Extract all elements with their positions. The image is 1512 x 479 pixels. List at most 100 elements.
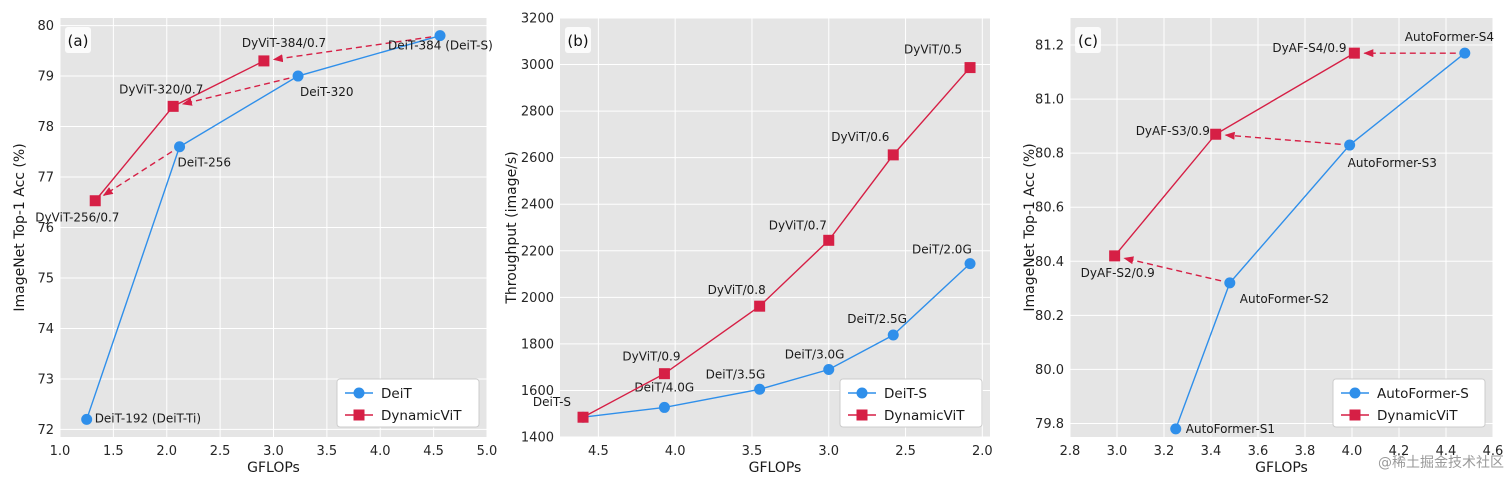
y-tick-label: 2000 <box>521 291 554 306</box>
x-tick-label: 4.5 <box>588 444 609 459</box>
data-label: DyViT-256/0.7 <box>35 211 119 225</box>
legend-entry: AutoFormer-S <box>1377 386 1469 402</box>
panel-tag-bg <box>565 27 591 53</box>
legend-entry: DeiT-S <box>884 386 927 402</box>
x-tick-label: 1.0 <box>50 444 71 459</box>
data-point <box>658 368 670 380</box>
legend-entry: DeiT <box>381 386 412 402</box>
y-tick-label: 77 <box>37 171 54 186</box>
y-axis-label: ImageNet Top-1 Acc (%) <box>1022 143 1038 311</box>
x-tick-label: 4.4 <box>1436 444 1457 459</box>
data-point <box>823 234 835 246</box>
x-tick-label: 3.5 <box>742 444 763 459</box>
y-tick-label: 1800 <box>521 337 554 352</box>
x-tick-label: 2.8 <box>1060 444 1081 459</box>
y-tick-label: 2600 <box>521 151 554 166</box>
y-tick-label: 80.2 <box>1035 309 1064 324</box>
data-label: DyAF-S3/0.9 <box>1136 124 1210 138</box>
y-tick-label: 3000 <box>521 58 554 73</box>
x-axis-label: GFLOPs <box>749 460 802 476</box>
data-label: DyViT/0.9 <box>622 350 680 364</box>
y-tick-label: 80.8 <box>1035 147 1064 162</box>
data-label: DyViT/0.6 <box>831 130 889 144</box>
dashed-arrow <box>102 150 173 196</box>
x-tick-label: 2.5 <box>895 444 916 459</box>
x-tick-label: 4.0 <box>1342 444 1363 459</box>
data-label: DeiT/3.0G <box>785 347 845 361</box>
x-tick-label: 4.2 <box>1389 444 1410 459</box>
data-label: DeiT/2.0G <box>912 243 972 257</box>
chart-panel-3: 2.8 3.0 3.2 3.4 3.6 3.8 4.0 4.2 4.4 4.6 79.8 80.0 80… <box>1022 18 1503 476</box>
data-point <box>1344 139 1356 151</box>
x-tick-label: 3.0 <box>1107 444 1128 459</box>
x-tick-label: 3.2 <box>1154 444 1175 459</box>
x-tick-label: 4.0 <box>370 444 391 459</box>
x-tick-label: 5.0 <box>477 444 498 459</box>
y-tick-label: 2800 <box>521 105 554 120</box>
x-tick-label: 2.0 <box>156 444 177 459</box>
data-point <box>1348 47 1360 59</box>
data-label: AutoFormer-S3 <box>1348 156 1437 170</box>
data-point <box>754 383 766 395</box>
x-tick-label: 3.0 <box>263 444 284 459</box>
y-tick-label: 80.0 <box>1035 363 1064 378</box>
y-tick-label: 79 <box>37 70 54 85</box>
data-label: DyViT-384/0.7 <box>242 36 326 50</box>
legend-marker <box>856 409 868 421</box>
series-line-deit-s <box>582 263 971 418</box>
data-point <box>577 411 589 423</box>
x-tick-label: 1.5 <box>103 444 124 459</box>
series-line-deit <box>86 34 441 420</box>
data-point <box>174 141 186 153</box>
series-line-autoformer-s <box>1175 52 1466 430</box>
data-point <box>81 413 93 425</box>
legend-marker <box>353 409 365 421</box>
chart-panel-2: 4.5 4.0 3.5 3.0 2.5 2.0 1400 1600 1800 2000 2200 24… <box>504 12 993 477</box>
x-tick-label: 3.5 <box>317 444 338 459</box>
legend <box>1332 378 1486 428</box>
panel-tag: (c) <box>1078 32 1098 50</box>
data-point <box>887 329 899 341</box>
data-label: DyViT-320/0.7 <box>119 82 203 96</box>
data-label: DeiT/3.5G <box>706 367 766 381</box>
y-tick-label: 1600 <box>521 384 554 399</box>
y-tick-label: 76 <box>37 221 54 236</box>
watermark: @稀土掘金技术社区 <box>1378 455 1504 471</box>
panel-tag: (b) <box>567 32 588 50</box>
y-tick-label: 80 <box>37 19 54 34</box>
y-tick-label: 73 <box>37 372 54 387</box>
data-label: DeiT/4.0G <box>634 380 694 394</box>
plot-area <box>560 18 990 437</box>
y-tick-label: 2400 <box>521 198 554 213</box>
data-point <box>964 62 976 74</box>
series-line-dynamicvit <box>582 67 971 418</box>
data-point <box>1224 277 1236 289</box>
y-axis-label: ImageNet Top-1 Acc (%) <box>12 143 28 311</box>
data-point <box>167 100 179 112</box>
legend-marker <box>1349 409 1361 421</box>
data-point <box>1459 47 1471 59</box>
x-axis-label: GFLOPs <box>247 460 300 476</box>
data-point <box>658 401 670 413</box>
x-tick-label: 2.5 <box>210 444 231 459</box>
data-label: AutoFormer-S2 <box>1240 292 1329 306</box>
data-point <box>434 30 446 42</box>
data-point <box>1109 250 1121 262</box>
y-tick-label: 80.6 <box>1035 201 1064 216</box>
panel-tag-bg <box>1075 27 1101 53</box>
legend-entry: DynamicViT <box>884 408 965 424</box>
data-label: DyAF-S2/0.9 <box>1081 266 1155 280</box>
y-tick-label: 74 <box>37 322 54 337</box>
y-tick-label: 3200 <box>521 12 554 27</box>
legend-marker <box>353 387 365 399</box>
data-label: DeiT/2.5G <box>847 312 907 326</box>
x-tick-label: 4.0 <box>665 444 686 459</box>
data-point <box>964 258 976 270</box>
x-axis-label: GFLOPs <box>1255 460 1308 476</box>
data-label: DeiT-S <box>533 395 571 409</box>
y-axis-label: Throughput (image/s) <box>504 151 520 304</box>
panel-tag-bg <box>65 27 91 53</box>
x-tick-label: 3.6 <box>1248 444 1269 459</box>
legend-entry: DynamicViT <box>1377 408 1458 424</box>
